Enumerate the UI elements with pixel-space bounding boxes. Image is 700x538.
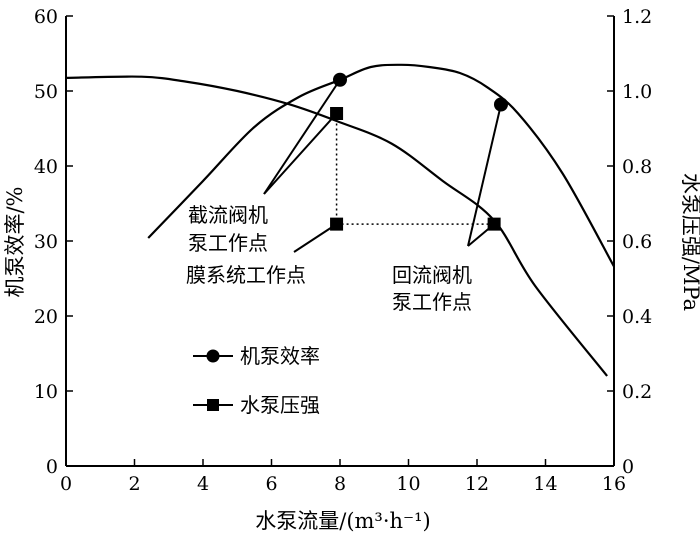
operating-points — [330, 72, 508, 231]
leader-cutoff-to-pressure — [263, 112, 338, 195]
series-efficiency-line — [147, 63, 615, 268]
leader-membrane — [293, 223, 338, 253]
legend-pressure-marker — [207, 399, 219, 411]
x-tick-label: 16 — [602, 473, 626, 495]
legend-pressure-label: 水泵压强 — [240, 393, 320, 417]
right-tick-label: 0 — [622, 456, 634, 478]
legend-efficiency-marker — [206, 349, 220, 363]
x-tick-label: 10 — [396, 473, 420, 495]
left-axis-label: 机泵效率/% — [3, 186, 27, 297]
pressure-point-marker — [330, 107, 344, 120]
legend: 机泵效率 水泵压强 — [193, 344, 320, 417]
left-tick-label: 30 — [34, 231, 58, 253]
right-tick-label: 1.0 — [622, 81, 652, 103]
annotation-cutoff-valve: 截流阀机 泵工作点 — [188, 203, 268, 255]
left-tick-label: 20 — [34, 306, 58, 328]
pressure-point-marker — [487, 217, 501, 231]
right-tick-label: 0.6 — [622, 231, 652, 253]
leader-return-to-efficiency — [467, 104, 502, 247]
right-tick-label: 0.4 — [622, 306, 652, 328]
x-tick-label: 14 — [533, 473, 557, 495]
annotation-membrane-system-line1: 膜系统工作点 — [186, 263, 306, 287]
x-tick-label: 8 — [334, 473, 346, 495]
annotation-leaders — [263, 79, 502, 253]
right-tick-label: 0.2 — [622, 381, 652, 403]
pressure-point-marker — [330, 217, 344, 231]
series-pressure-line — [65, 75, 608, 377]
left-tick-label: 10 — [34, 381, 58, 403]
annotation-return-valve-line1: 回流阀机 — [392, 263, 472, 287]
legend-efficiency-label: 机泵效率 — [240, 344, 320, 368]
x-axis-ticks: 0 2 4 6 8 10 12 14 16 — [60, 459, 626, 495]
x-tick-label: 2 — [128, 473, 140, 495]
right-tick-label: 0.8 — [622, 156, 652, 178]
left-tick-label: 50 — [34, 81, 58, 103]
x-tick-label: 6 — [265, 473, 277, 495]
x-tick-label: 4 — [197, 473, 209, 495]
right-tick-label: 1.2 — [622, 6, 652, 28]
right-axis-label: 水泵压强/MPa — [679, 173, 700, 311]
left-axis-ticks: 0 10 20 30 40 50 60 — [34, 6, 73, 478]
annotation-membrane-system: 膜系统工作点 — [186, 263, 306, 287]
annotation-cutoff-valve-line2: 泵工作点 — [188, 231, 268, 255]
x-tick-label: 0 — [60, 473, 72, 495]
x-axis-label: 水泵流量/(m³·h⁻¹) — [255, 509, 431, 533]
annotation-return-valve: 回流阀机 泵工作点 — [392, 263, 472, 314]
efficiency-point-marker — [333, 72, 347, 87]
series-layer — [65, 63, 615, 377]
dotted-guides — [335, 113, 495, 225]
efficiency-point-marker — [493, 97, 508, 112]
annotation-cutoff-valve-line1: 截流阀机 — [188, 203, 268, 227]
leader-cutoff-to-efficiency — [263, 79, 341, 195]
right-axis-ticks: 0 0.2 0.4 0.6 0.8 1.0 1.2 — [607, 6, 652, 478]
annotation-return-valve-line2: 泵工作点 — [392, 290, 472, 314]
x-tick-label: 12 — [465, 473, 489, 495]
left-tick-label: 40 — [34, 156, 58, 178]
left-tick-label: 0 — [46, 456, 58, 478]
left-tick-label: 60 — [34, 6, 58, 28]
